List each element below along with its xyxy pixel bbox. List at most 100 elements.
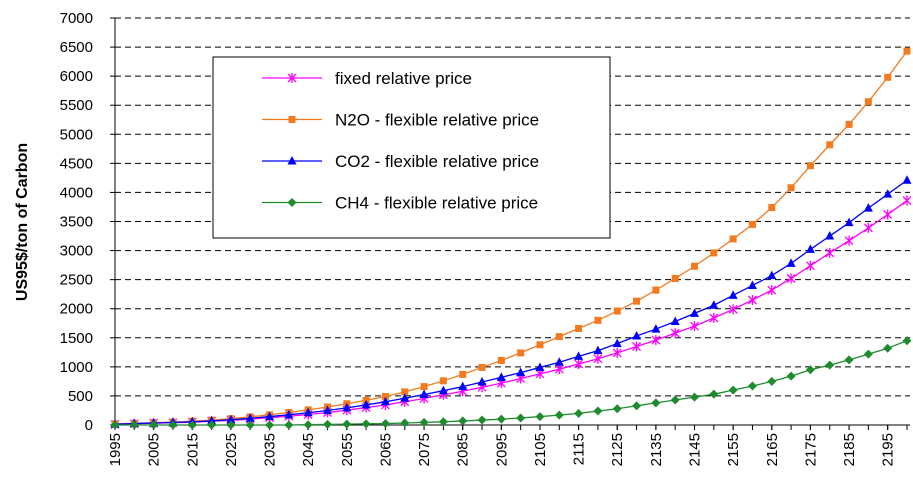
data-point <box>419 389 429 398</box>
data-point-shape <box>863 349 873 359</box>
y-tick-label: 1000 <box>60 359 93 376</box>
data-point-shape <box>613 307 621 315</box>
x-tick-label: 2095 <box>493 433 510 466</box>
data-point-shape <box>670 395 680 405</box>
data-point <box>284 409 294 419</box>
data-point-shape <box>768 204 776 212</box>
data-point-shape <box>477 415 487 425</box>
data-point-shape <box>670 328 680 339</box>
data-point <box>574 408 584 418</box>
data-point-shape <box>265 411 275 421</box>
data-point <box>710 249 718 257</box>
data-point <box>632 401 642 411</box>
data-point-shape <box>458 416 468 426</box>
data-point <box>670 395 680 405</box>
x-tick-label: 2125 <box>609 433 626 466</box>
y-tick-label: 5500 <box>60 97 93 114</box>
data-point <box>477 376 487 386</box>
data-point-shape <box>844 235 854 246</box>
data-point <box>593 353 603 364</box>
y-tick-label: 5000 <box>60 126 93 143</box>
data-point <box>903 47 911 55</box>
data-point <box>496 372 506 381</box>
data-point <box>535 412 545 422</box>
data-point-shape <box>825 360 835 370</box>
data-point <box>844 235 854 246</box>
data-point-shape <box>381 393 389 401</box>
data-point-shape <box>226 414 236 424</box>
legend-marker-shape <box>287 156 297 165</box>
data-point-shape <box>593 406 603 416</box>
data-point-shape <box>342 402 352 412</box>
data-point-shape <box>612 404 622 414</box>
data-point-shape <box>825 231 835 240</box>
data-point <box>652 286 660 294</box>
data-point <box>883 209 893 220</box>
data-point <box>554 357 564 366</box>
data-point-shape <box>786 371 796 381</box>
data-point-shape <box>284 420 294 430</box>
data-point <box>863 222 873 233</box>
data-point <box>884 73 892 81</box>
data-point <box>786 258 796 267</box>
data-point-shape <box>535 362 545 371</box>
data-point-shape <box>728 304 738 315</box>
data-point <box>612 404 622 414</box>
data-point <box>883 343 893 353</box>
legend-label: CH4 - flexible relative price <box>335 194 538 213</box>
data-point-shape <box>149 420 159 430</box>
data-point-shape <box>767 376 777 386</box>
data-point-shape <box>767 285 777 296</box>
data-point-shape <box>516 367 526 377</box>
data-point-shape <box>728 385 738 395</box>
data-point <box>805 365 815 375</box>
x-tick-label: 2135 <box>648 433 665 466</box>
data-point-shape <box>380 396 390 406</box>
data-point <box>458 381 468 391</box>
data-point <box>864 98 872 106</box>
x-tick-label: 2185 <box>841 433 858 466</box>
data-point <box>477 415 487 425</box>
legend-marker-shape <box>287 198 297 207</box>
legend-marker <box>287 198 297 207</box>
data-point-shape <box>651 335 661 346</box>
data-point <box>593 406 603 416</box>
data-point <box>728 290 738 299</box>
data-point <box>458 416 468 426</box>
data-point <box>767 376 777 386</box>
data-point <box>612 338 622 348</box>
data-point <box>748 220 756 228</box>
data-point <box>902 175 912 184</box>
data-point-shape <box>497 356 505 364</box>
data-point <box>575 324 583 332</box>
legend-marker <box>288 116 296 123</box>
data-point-shape <box>438 417 448 427</box>
data-point <box>612 347 622 358</box>
data-point-shape <box>168 420 178 430</box>
data-point-shape <box>748 220 756 228</box>
data-point-shape <box>671 274 679 282</box>
data-point <box>845 120 853 128</box>
data-point-shape <box>226 420 236 430</box>
data-point-shape <box>902 336 912 346</box>
data-point <box>651 335 661 346</box>
data-point-shape <box>633 297 641 305</box>
data-point <box>129 420 139 430</box>
x-tick-label: 2145 <box>687 433 704 466</box>
data-point-shape <box>554 410 564 420</box>
y-tick-label: 4000 <box>60 184 93 201</box>
data-point-shape <box>747 280 757 289</box>
data-point <box>767 285 777 296</box>
data-point <box>187 420 197 430</box>
data-point-shape <box>574 358 584 369</box>
data-point <box>226 414 236 424</box>
data-point-shape <box>632 331 642 340</box>
data-point-shape <box>361 399 371 409</box>
data-point <box>651 398 661 408</box>
data-point-shape <box>652 286 660 294</box>
data-point <box>265 411 275 421</box>
data-point <box>690 308 700 317</box>
data-point-shape <box>303 407 313 417</box>
data-point <box>207 415 217 425</box>
